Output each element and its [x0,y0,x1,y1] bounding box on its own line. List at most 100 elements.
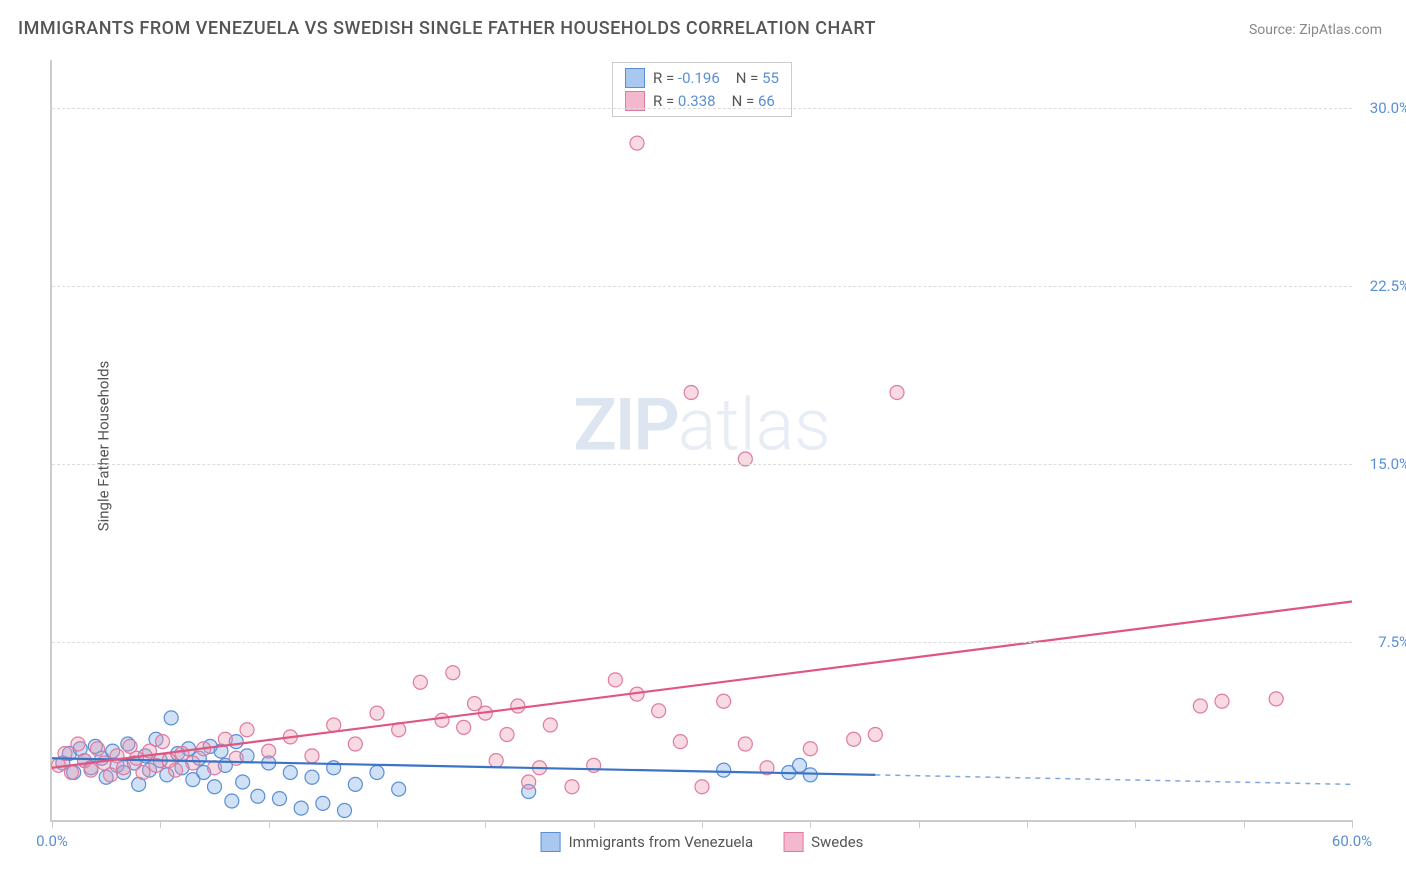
scatter-point-swedes [1269,692,1283,706]
scatter-point-swedes [738,737,752,751]
series-legend-label: Swedes [811,833,863,851]
source-attribution: Source: ZipAtlas.com [1249,22,1382,38]
scatter-point-venezuela [164,711,178,725]
series-legend: Immigrants from Venezuela Swedes [541,832,864,852]
chart-container: IMMIGRANTS FROM VENEZUELA VS SWEDISH SIN… [0,0,1406,892]
gridline [52,642,1352,643]
gridline [52,108,1352,109]
scatter-point-swedes [868,728,882,742]
scatter-point-venezuela [208,780,222,794]
series-legend-swatch-venezuela [541,832,561,852]
scatter-point-swedes [489,754,503,768]
x-tick [485,820,486,828]
y-tick-label: 7.5% [1358,633,1406,651]
scatter-point-swedes [511,699,525,713]
scatter-point-swedes [500,728,514,742]
scatter-point-venezuela [251,789,265,803]
x-tick [702,820,703,828]
source-prefix: Source: [1249,22,1299,38]
scatter-point-venezuela [273,792,287,806]
legend-row-venezuela: R = -0.196N = 55 [625,67,779,90]
gridline [52,464,1352,465]
correlation-legend: R = -0.196N = 55R = 0.338N = 66 [612,62,792,117]
scatter-point-swedes [673,735,687,749]
gridline [52,286,1352,287]
scatter-point-swedes [136,766,150,780]
scatter-point-swedes [370,706,384,720]
scatter-point-swedes [413,675,427,689]
legend-swatch-venezuela [625,68,645,88]
trendline-swedes [52,602,1352,768]
scatter-point-venezuela [348,777,362,791]
scatter-point-swedes [169,763,183,777]
source-name: ZipAtlas.com [1299,22,1382,38]
scatter-point-venezuela [225,794,239,808]
x-tick-label: 60.0% [1332,832,1372,850]
x-tick [52,820,53,828]
scatter-point-swedes [186,756,200,770]
scatter-point-venezuela [338,804,352,818]
scatter-point-venezuela [236,775,250,789]
x-tick [810,820,811,828]
x-tick [269,820,270,828]
scatter-point-swedes [608,673,622,687]
scatter-point-swedes [240,723,254,737]
scatter-point-swedes [348,737,362,751]
x-tick-label: 0.0% [36,832,68,850]
scatter-point-venezuela [392,782,406,796]
scatter-point-swedes [435,713,449,727]
scatter-point-swedes [65,766,79,780]
scatter-point-swedes [457,720,471,734]
x-tick [1135,820,1136,828]
series-legend-label: Immigrants from Venezuela [569,833,754,851]
x-tick [919,820,920,828]
x-tick [160,820,161,828]
scatter-point-venezuela [370,766,384,780]
scatter-point-swedes [890,386,904,400]
x-tick [594,820,595,828]
scatter-point-swedes [565,780,579,794]
legend-values: R = 0.338N = 66 [653,90,775,113]
scatter-point-venezuela [294,801,308,815]
scatter-point-swedes [117,761,131,775]
scatter-point-swedes [305,749,319,763]
series-legend-item-venezuela: Immigrants from Venezuela [541,832,754,852]
plot-area: ZIPatlas R = -0.196N = 55R = 0.338N = 66… [50,60,1352,822]
scatter-point-venezuela [305,770,319,784]
scatter-point-venezuela [803,768,817,782]
x-tick [1352,820,1353,828]
scatter-point-venezuela [717,763,731,777]
x-tick [1027,820,1028,828]
scatter-point-swedes [847,732,861,746]
plot-svg [52,60,1352,820]
scatter-point-swedes [1193,699,1207,713]
scatter-point-swedes [1215,694,1229,708]
legend-row-swedes: R = 0.338N = 66 [625,90,779,113]
scatter-point-swedes [262,744,276,758]
scatter-point-swedes [91,742,105,756]
x-tick [1244,820,1245,828]
trendline-extrapolation-venezuela [875,775,1352,785]
y-tick-label: 22.5% [1358,277,1406,295]
scatter-point-swedes [104,768,118,782]
scatter-point-swedes [652,704,666,718]
scatter-point-swedes [84,763,98,777]
y-tick-label: 30.0% [1358,99,1406,117]
series-legend-swatch-swedes [783,832,803,852]
scatter-point-swedes [208,761,222,775]
legend-values: R = -0.196N = 55 [653,67,779,90]
scatter-point-swedes [684,386,698,400]
y-tick-label: 15.0% [1358,455,1406,473]
scatter-point-swedes [327,718,341,732]
scatter-point-swedes [522,775,536,789]
scatter-point-venezuela [283,766,297,780]
x-tick [377,820,378,828]
scatter-point-swedes [717,694,731,708]
scatter-point-swedes [695,780,709,794]
scatter-point-swedes [71,737,85,751]
scatter-point-swedes [543,718,557,732]
scatter-point-swedes [803,742,817,756]
chart-title: IMMIGRANTS FROM VENEZUELA VS SWEDISH SIN… [18,18,876,39]
scatter-point-swedes [630,136,644,150]
series-legend-item-swedes: Swedes [783,832,863,852]
